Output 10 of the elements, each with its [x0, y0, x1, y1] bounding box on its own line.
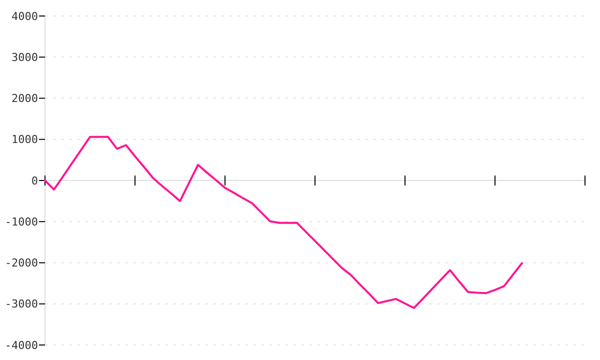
y-tick-label: 0 [31, 174, 38, 188]
y-tick-label: 4000 [12, 10, 38, 23]
y-tick-label: -2000 [4, 256, 38, 270]
y-tick-label: -1000 [4, 215, 38, 228]
y-tick-label: -3000 [4, 298, 38, 311]
line-series [44, 136, 523, 309]
y-tick-label: 3000 [12, 50, 38, 64]
y-tick-label: 2000 [12, 92, 38, 106]
y-tick-label: -4000 [4, 338, 38, 352]
y-tick-label: 1000 [12, 133, 38, 146]
